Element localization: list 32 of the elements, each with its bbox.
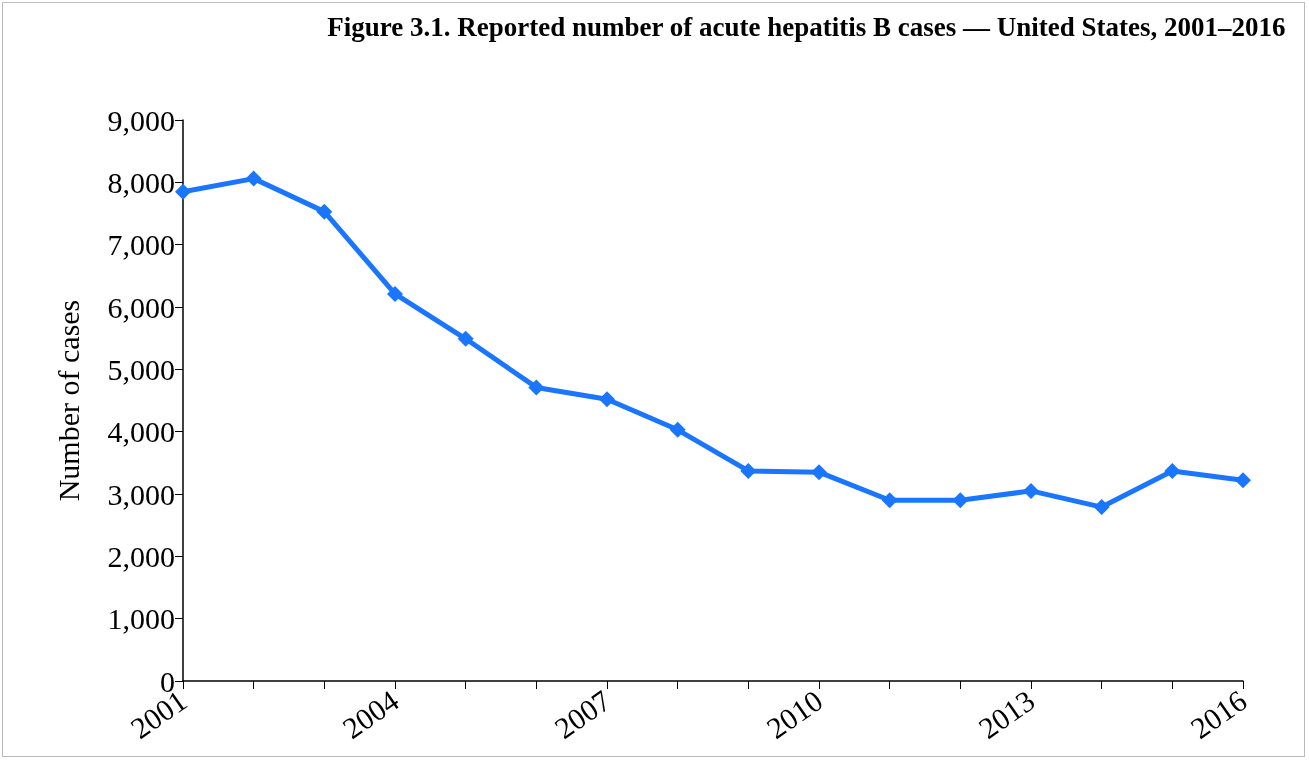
point (811, 464, 827, 481)
x-tick-label: 2013 (972, 683, 1041, 745)
x-tick-label: 2007 (548, 683, 617, 745)
point (952, 492, 969, 509)
point (387, 285, 403, 302)
y-tick-label: 8,000 (107, 165, 175, 199)
point (457, 330, 474, 347)
y-tick-label: 9,000 (107, 103, 175, 137)
chart-title: Figure 3.1. Reported number of acute hepatitis B cases — United States, 2001–2016 (327, 11, 1286, 42)
point (1023, 482, 1039, 499)
point (599, 391, 615, 408)
point (316, 203, 333, 220)
point (175, 183, 191, 200)
point (669, 421, 686, 438)
point (528, 379, 545, 396)
y-axis-title: Number of cases (51, 299, 85, 502)
point (881, 492, 898, 509)
y-tick-label: 6,000 (107, 290, 175, 324)
y-tick-label: 4,000 (107, 415, 175, 449)
y-tick-label: 3,000 (107, 477, 175, 511)
y-tick-label: 5,000 (107, 352, 175, 386)
point (1093, 499, 1110, 516)
point (1235, 472, 1251, 489)
x-tick-label: 2016 (1184, 683, 1253, 745)
y-tick-label: 7,000 (107, 228, 175, 262)
point (740, 462, 757, 479)
y-tick-label: 1,000 (107, 602, 175, 636)
x-tick-label: 2004 (336, 683, 405, 745)
point (1164, 462, 1181, 479)
point (245, 170, 262, 187)
y-tick-label: 2,000 (107, 539, 175, 573)
x-tick-label: 2010 (760, 683, 829, 745)
